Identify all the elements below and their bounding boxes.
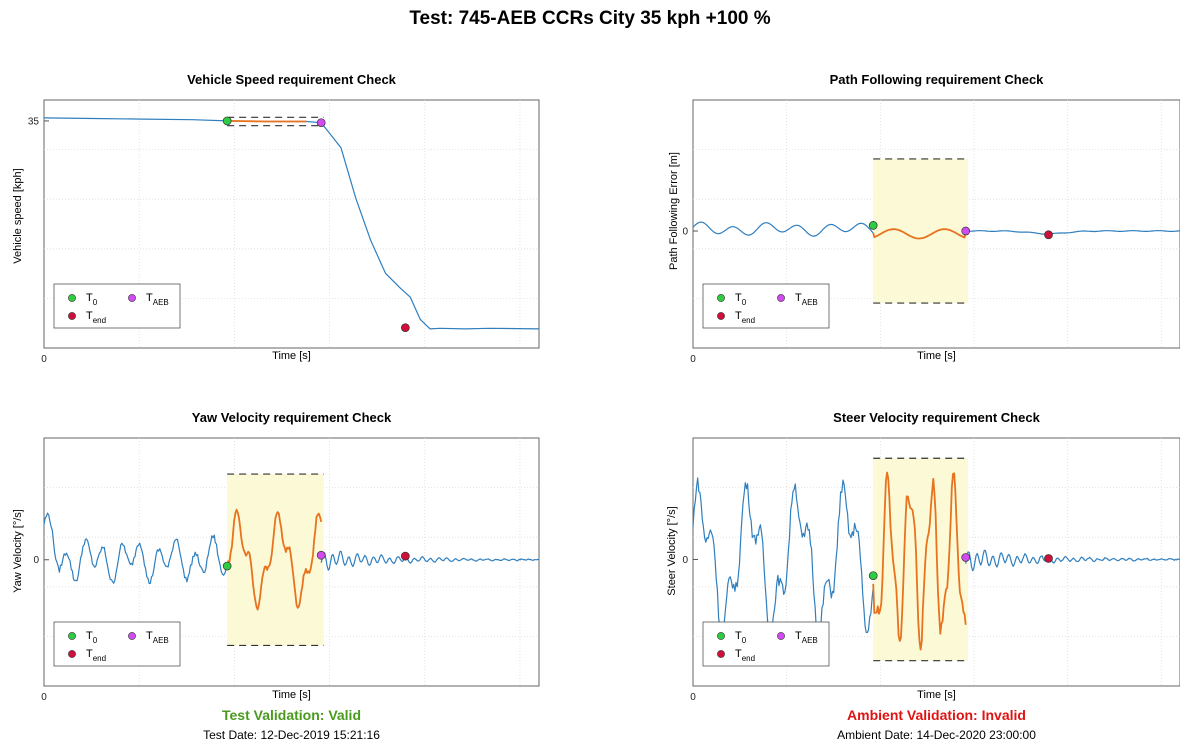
t0-marker	[868, 571, 878, 581]
legend-taeb-subscript: AEB	[153, 636, 169, 645]
legend-t0-marker	[717, 632, 725, 640]
legend-tend-marker	[717, 650, 725, 658]
t0-marker	[868, 221, 878, 230]
tolerance-band	[227, 474, 324, 646]
tend-marker	[401, 551, 410, 561]
legend-box	[53, 621, 181, 667]
xlabel-yaw-velocity: Time [s]	[272, 689, 311, 701]
panel-title-yaw-velocity: Yaw Velocity requirement Check	[191, 410, 392, 425]
legend-box	[53, 283, 181, 329]
ambient-validation-status: Ambient Validation: Invalid	[847, 707, 1026, 723]
panel-title-steer-velocity: Steer Velocity requirement Check	[833, 410, 1040, 425]
figure-title: Test: 745-AEB CCRs City 35 kph +100 %	[409, 8, 771, 29]
legend-tend-marker	[68, 312, 76, 320]
xlabel-steer-velocity: Time [s]	[917, 689, 956, 701]
y-tick-label: 0	[682, 227, 688, 238]
y-tick-label: 35	[28, 116, 40, 127]
legend-tend-marker	[717, 312, 725, 320]
legend-tend-subscript: end	[93, 316, 106, 325]
signal-series	[43, 117, 540, 330]
legend-t0-label: T0	[735, 292, 747, 307]
t0-marker	[222, 561, 232, 571]
legend-taeb-subscript: AEB	[802, 636, 818, 645]
taeb-marker	[961, 553, 971, 562]
x-tick-label: 0	[41, 354, 47, 365]
panel-title-path-following: Path Following requirement Check	[829, 72, 1044, 87]
panel-title-vehicle-speed: Vehicle Speed requirement Check	[187, 72, 396, 87]
signal-series	[965, 549, 1180, 572]
legend-t0-subscript: 0	[93, 298, 98, 307]
taeb-marker	[316, 118, 326, 128]
x-tick-label: 0	[690, 354, 696, 365]
legend-t0-marker	[717, 294, 725, 302]
y-tick-label: 0	[682, 555, 688, 566]
signal-series	[692, 221, 874, 237]
legend-tend-subscript: end	[93, 654, 106, 663]
y-tick-label: 0	[33, 555, 39, 566]
legend-taeb-marker	[777, 294, 785, 302]
signal-series	[965, 230, 1180, 235]
legend-taeb-marker	[777, 632, 785, 640]
xlabel-path-following: Time [s]	[917, 350, 956, 362]
test-date: Test Date: 12-Dec-2019 15:21:16	[203, 728, 380, 742]
taeb-marker	[316, 550, 326, 560]
legend-taeb-marker	[128, 294, 136, 302]
legend-tend-subscript: end	[742, 654, 755, 663]
evaluation-window-series	[227, 120, 307, 123]
evaluation-window-series	[872, 471, 967, 651]
x-tick-label: 0	[690, 692, 696, 703]
signal-series	[43, 512, 228, 585]
legend-t0-label: T0	[86, 630, 98, 645]
legend-box	[702, 621, 830, 667]
legend-taeb-subscript: AEB	[153, 298, 169, 307]
xlabel-vehicle-speed: Time [s]	[272, 350, 311, 362]
legend-t0-subscript: 0	[742, 298, 747, 307]
tend-marker	[1044, 554, 1053, 563]
ambient-date: Ambient Date: 14-Dec-2020 23:00:00	[837, 728, 1036, 742]
legend-t0-marker	[68, 632, 76, 640]
legend-tend-subscript: end	[742, 316, 755, 325]
legend-taeb-subscript: AEB	[802, 298, 818, 307]
x-tick-label: 0	[41, 692, 47, 703]
legend-t0-marker	[68, 294, 76, 302]
legend-box	[702, 283, 830, 329]
taeb-marker	[961, 226, 971, 236]
legend-t0-subscript: 0	[742, 636, 747, 645]
evaluation-window-series	[872, 228, 967, 240]
legend-taeb-marker	[128, 632, 136, 640]
evaluation-window-series	[226, 508, 323, 611]
legend-t0-label: T0	[735, 630, 747, 645]
tend-marker	[401, 323, 410, 333]
legend-tend-marker	[68, 650, 76, 658]
legend-t0-subscript: 0	[93, 636, 98, 645]
legend-t0-label: T0	[86, 292, 98, 307]
t0-marker	[222, 116, 232, 126]
tend-marker	[1044, 230, 1053, 240]
test-validation-status: Test Validation: Valid	[222, 707, 361, 723]
signal-series	[320, 550, 540, 571]
tolerance-band	[873, 458, 969, 661]
